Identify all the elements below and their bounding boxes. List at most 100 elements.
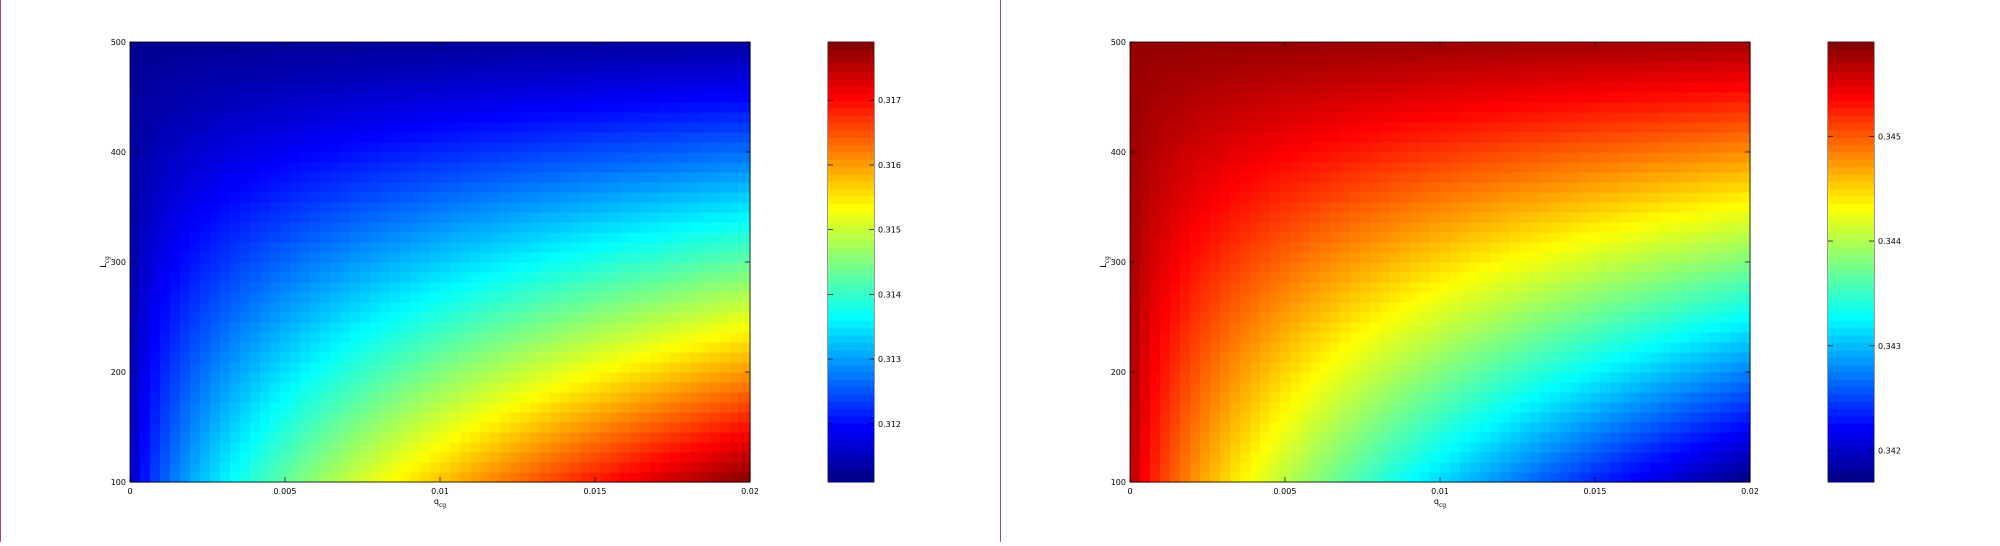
left-heatmap-cell bbox=[620, 342, 631, 353]
left-heatmap-cell bbox=[170, 372, 181, 383]
left-heatmap-cell bbox=[320, 232, 331, 243]
right-heatmap-cell bbox=[1540, 172, 1551, 183]
right-heatmap-cell bbox=[1350, 202, 1361, 213]
right-heatmap-cell bbox=[1510, 42, 1521, 53]
left-x-tick-label: 0.015 bbox=[584, 487, 607, 496]
left-heatmap-cell bbox=[150, 152, 161, 163]
left-heatmap-cell bbox=[180, 42, 191, 53]
right-heatmap-cell bbox=[1320, 122, 1331, 133]
left-heatmap-cell bbox=[310, 42, 321, 53]
left-heatmap-cell bbox=[280, 452, 291, 463]
right-heatmap-cell bbox=[1450, 202, 1461, 213]
left-heatmap-cell bbox=[730, 472, 741, 483]
right-heatmap-cell bbox=[1390, 452, 1401, 463]
right-heatmap-cell bbox=[1490, 472, 1501, 483]
left-heatmap-cell bbox=[420, 362, 431, 373]
right-heatmap-cell bbox=[1240, 292, 1251, 303]
right-heatmap-cell bbox=[1550, 122, 1561, 133]
left-heatmap-cell bbox=[260, 162, 271, 173]
right-heatmap-cell bbox=[1250, 432, 1261, 443]
right-heatmap-cell bbox=[1290, 212, 1301, 223]
right-heatmap-cell bbox=[1340, 72, 1351, 83]
left-heatmap-cell bbox=[290, 82, 301, 93]
right-heatmap-cell bbox=[1400, 432, 1411, 443]
left-heatmap-cell bbox=[300, 172, 311, 183]
left-heatmap-cell bbox=[400, 122, 411, 133]
left-heatmap-cell bbox=[500, 442, 511, 453]
left-heatmap-cell bbox=[140, 212, 151, 223]
left-heatmap-cell bbox=[440, 212, 451, 223]
right-heatmap-cell bbox=[1160, 42, 1171, 53]
right-heatmap-cell bbox=[1380, 252, 1391, 263]
left-heatmap-cell bbox=[670, 112, 681, 123]
left-heatmap-cell bbox=[140, 372, 151, 383]
left-heatmap-cell bbox=[210, 462, 221, 473]
right-heatmap-cell bbox=[1300, 252, 1311, 263]
left-heatmap-cell bbox=[430, 442, 441, 453]
left-heatmap-cell bbox=[570, 262, 581, 273]
left-heatmap-cell bbox=[540, 272, 551, 283]
right-heatmap-cell bbox=[1210, 462, 1221, 473]
right-heatmap-cell bbox=[1220, 262, 1231, 273]
right-heatmap-cell bbox=[1250, 122, 1261, 133]
left-heatmap-cell bbox=[230, 442, 241, 453]
right-heatmap-cell bbox=[1200, 152, 1211, 163]
left-heatmap-cell bbox=[270, 62, 281, 73]
left-heatmap-cell bbox=[130, 332, 141, 343]
left-heatmap-cell bbox=[510, 322, 521, 333]
right-heatmap-cell bbox=[1380, 362, 1391, 373]
right-heatmap-cell bbox=[1450, 472, 1461, 483]
left-heatmap-cell bbox=[310, 272, 321, 283]
right-heatmap-cell bbox=[1380, 162, 1391, 173]
left-heatmap-cell bbox=[450, 382, 461, 393]
right-heatmap-cell bbox=[1360, 222, 1371, 233]
left-heatmap-cell bbox=[190, 102, 201, 113]
right-heatmap-cell bbox=[1560, 282, 1571, 293]
left-heatmap-cell bbox=[400, 242, 411, 253]
left-heatmap-cell bbox=[400, 132, 411, 143]
left-heatmap-cell bbox=[660, 52, 671, 63]
left-heatmap-cell bbox=[360, 472, 371, 483]
left-heatmap-cell bbox=[580, 292, 591, 303]
right-heatmap-cell bbox=[1130, 472, 1141, 483]
left-heatmap-cell bbox=[340, 142, 351, 153]
left-heatmap-cell bbox=[390, 422, 401, 433]
right-heatmap-cell bbox=[1220, 472, 1231, 483]
right-heatmap-cell bbox=[1130, 142, 1141, 153]
left-heatmap-cell bbox=[200, 422, 211, 433]
left-heatmap-cell bbox=[240, 392, 251, 403]
left-heatmap-cell bbox=[730, 332, 741, 343]
left-heatmap-cell bbox=[570, 222, 581, 233]
left-heatmap-cell bbox=[410, 132, 421, 143]
right-heatmap-cell bbox=[1220, 372, 1231, 383]
right-heatmap-cell bbox=[1330, 152, 1341, 163]
right-heatmap-cell bbox=[1290, 302, 1301, 313]
left-heatmap-cell bbox=[640, 192, 651, 203]
left-heatmap-cell bbox=[190, 212, 201, 223]
right-heatmap-cell bbox=[1300, 202, 1311, 213]
left-heatmap-cell bbox=[160, 452, 171, 463]
left-heatmap-cell bbox=[290, 92, 301, 103]
left-heatmap-cell bbox=[670, 162, 681, 173]
left-heatmap-cell bbox=[150, 432, 161, 443]
left-heatmap-cell bbox=[310, 252, 321, 263]
right-heatmap-cell bbox=[1580, 122, 1591, 133]
right-heatmap-cell bbox=[1590, 192, 1601, 203]
right-heatmap-cell bbox=[1260, 422, 1271, 433]
left-heatmap-cell bbox=[440, 252, 451, 263]
right-heatmap-cell bbox=[1220, 192, 1231, 203]
right-heatmap-cell bbox=[1590, 132, 1601, 143]
left-heatmap-cell bbox=[580, 182, 591, 193]
right-heatmap-cell bbox=[1240, 472, 1251, 483]
left-heatmap-cell bbox=[370, 282, 381, 293]
left-heatmap-cell bbox=[580, 112, 591, 123]
right-heatmap-cell bbox=[1560, 202, 1571, 213]
left-heatmap-cell bbox=[550, 312, 561, 323]
left-heatmap-cell bbox=[220, 212, 231, 223]
right-heatmap-cell bbox=[1290, 252, 1301, 263]
left-heatmap-cell bbox=[740, 272, 751, 283]
right-heatmap-cell bbox=[1370, 242, 1381, 253]
right-heatmap-cell bbox=[1550, 312, 1561, 323]
left-heatmap-cell bbox=[680, 182, 691, 193]
left-heatmap-cell bbox=[260, 462, 271, 473]
